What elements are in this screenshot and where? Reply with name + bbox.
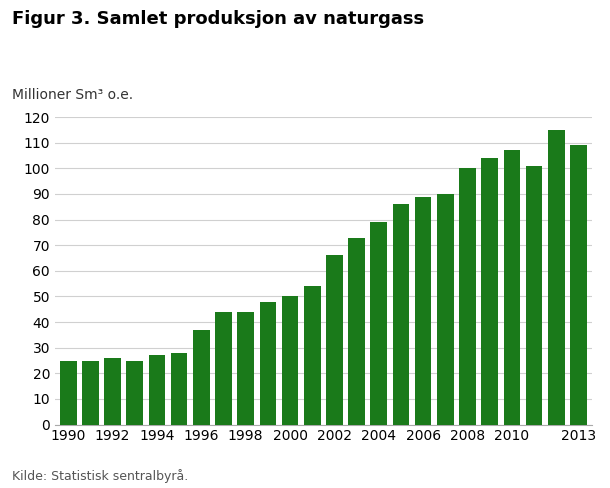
Bar (526, 166, 542, 425)
Text: Kilde: Statistisk sentralbyrå.: Kilde: Statistisk sentralbyrå. (12, 469, 188, 483)
Text: Figur 3. Samlet produksjon av naturgass: Figur 3. Samlet produksjon av naturgass (12, 10, 425, 28)
Bar (326, 256, 343, 425)
Bar (437, 194, 454, 425)
Bar (193, 330, 210, 425)
Bar (282, 296, 298, 425)
Bar (126, 361, 143, 425)
Bar (393, 204, 409, 425)
Bar (570, 145, 587, 425)
Bar (304, 286, 320, 425)
Bar (259, 302, 276, 425)
Bar (149, 355, 165, 425)
Bar (171, 353, 187, 425)
Bar (370, 222, 387, 425)
Bar (104, 358, 121, 425)
Bar (348, 238, 365, 425)
Bar (82, 361, 99, 425)
Bar (481, 158, 498, 425)
Bar (459, 168, 476, 425)
Bar (237, 312, 254, 425)
Bar (503, 150, 520, 425)
Bar (548, 130, 564, 425)
Bar (415, 197, 431, 425)
Text: Millioner Sm³ o.e.: Millioner Sm³ o.e. (12, 88, 134, 102)
Bar (215, 312, 232, 425)
Bar (60, 361, 76, 425)
